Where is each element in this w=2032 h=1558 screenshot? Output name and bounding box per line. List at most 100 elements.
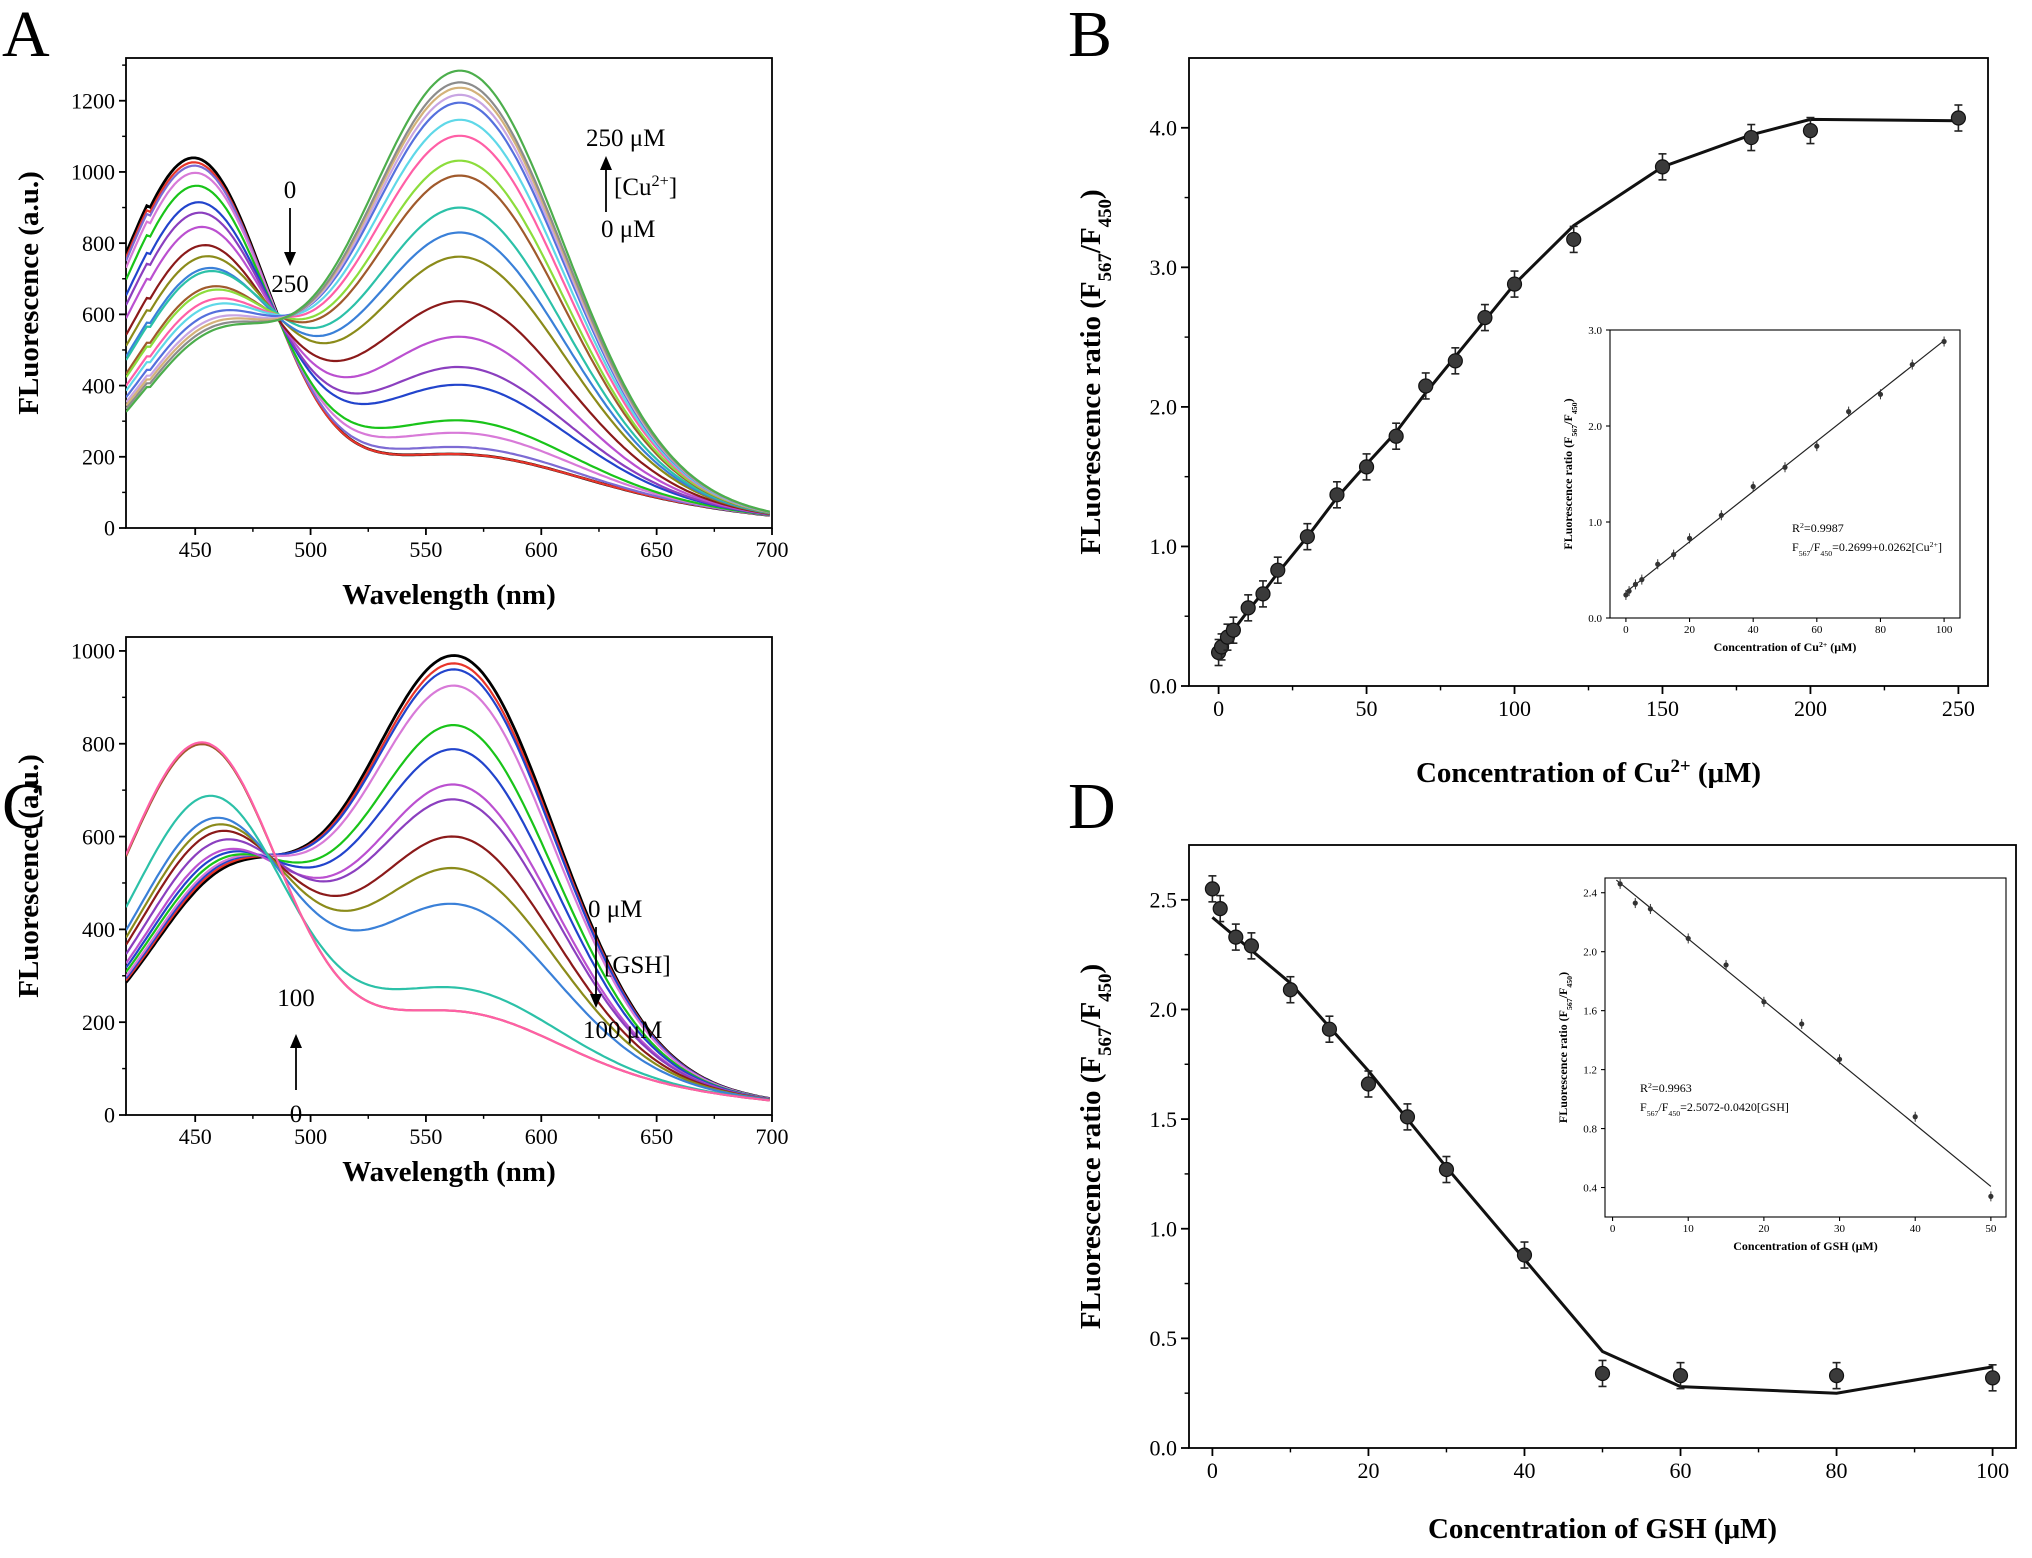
annotation-ion: [Cu2+]: [614, 172, 677, 201]
x-axis-title: Concentration of Cu2+ (μM): [1416, 756, 1761, 790]
x-tick-label: 500: [294, 1124, 327, 1149]
spectrum-line: [126, 816, 770, 1101]
x-tick-label: 0: [1623, 624, 1629, 636]
spectrum-line: [126, 668, 770, 1100]
x-tick-label: 100: [1936, 624, 1953, 636]
annotation-min: 0 μM: [601, 216, 655, 243]
y-tick-label: 3.0: [1588, 325, 1602, 337]
inset-r2: R2=0.9987: [1792, 521, 1844, 536]
inset-fit-line: [1615, 879, 1992, 1187]
spectrum-line: [126, 231, 770, 515]
panel-d: 0 20 40 60 80 1000.00.51.01.52.02.5Concentrat…: [1075, 844, 2017, 1545]
x-tick-label: 40: [1513, 1458, 1535, 1483]
spectrum-line: [126, 184, 770, 517]
y-tick-label: 600: [82, 824, 115, 849]
data-point: [1240, 600, 1256, 616]
spectrum-line: [126, 134, 770, 514]
x-tick-label: 60: [1670, 1458, 1692, 1483]
data-point: [1282, 982, 1299, 998]
spectrum-line: [126, 211, 770, 516]
inset-x-axis-title: Concentration of Cu2+ (μM): [1714, 640, 1857, 655]
fit-line: [1211, 916, 1993, 1395]
x-tick-label: 700: [756, 1124, 789, 1149]
spectrum-line: [126, 741, 770, 1102]
x-tick-label: 650: [640, 537, 673, 562]
y-tick-label: 0.8: [1583, 1123, 1597, 1135]
y-tick-label: 1.2: [1583, 1064, 1597, 1076]
y-tick-label: 1.0: [1588, 517, 1602, 529]
x-tick-label: 20: [1357, 1458, 1379, 1483]
x-tick-label: 250: [1942, 696, 1975, 721]
x-tick-label: 50: [1985, 1223, 1997, 1235]
arrow-head: [600, 156, 612, 170]
spectrum-line: [126, 748, 770, 1101]
x-tick-label: 600: [525, 1124, 558, 1149]
y-tick-label: 1.0: [1150, 534, 1178, 559]
x-tick-label: 0: [1610, 1223, 1616, 1235]
spectrum-line: [126, 829, 770, 1101]
y-axis-title: FLuorescence (a.u.): [13, 754, 45, 998]
annotation-start: 0: [284, 177, 297, 204]
data-point: [1204, 881, 1221, 897]
spectrum-line: [126, 783, 770, 1101]
data-point: [1828, 1368, 1845, 1384]
x-tick-label: 100: [1498, 696, 1531, 721]
x-tick-label: 550: [409, 1124, 442, 1149]
annotation-reagent: [GSH]: [604, 952, 671, 979]
inset-equation: F567/F450=0.2699+0.0262[Cu2+]: [1792, 540, 1942, 558]
x-tick-label: 150: [1646, 696, 1679, 721]
data-point: [1447, 353, 1463, 369]
y-tick-label: 800: [82, 731, 115, 756]
y-tick-label: 3.0: [1150, 255, 1178, 280]
arrow-head: [284, 252, 296, 266]
spectrum-line: [126, 171, 770, 517]
data-point: [1594, 1365, 1611, 1382]
x-tick-label: 100: [1976, 1458, 2009, 1483]
data-point: [1360, 1076, 1377, 1092]
data-point: [1225, 622, 1241, 638]
inset-data-point: [1909, 361, 1915, 368]
x-tick-label: 550: [409, 537, 442, 562]
x-tick-label: 0: [1213, 696, 1224, 721]
data-point: [1228, 929, 1244, 945]
data-point: [1950, 110, 1967, 126]
y-tick-label: 1000: [71, 160, 115, 185]
data-point: [1243, 938, 1260, 954]
data-point: [1358, 459, 1375, 475]
inset-data-point: [1836, 1056, 1843, 1062]
y-axis-title: FLuorescence ratio (F567/F450): [1075, 964, 1116, 1329]
y-tick-label: 200: [82, 1010, 115, 1035]
y-tick-label: 0.0: [1588, 613, 1602, 625]
inset-x-axis-title: Concentration of GSH (μM): [1733, 1239, 1877, 1253]
spectrum-line: [126, 118, 770, 514]
inset-chart: 0 10 20 30 40 50 0.4 0.8 1.2 1.6 2.0 2.4 R2=0.9963 F5…: [1556, 877, 2007, 1253]
spectrum-line: [126, 164, 770, 517]
y-tick-label: 400: [82, 917, 115, 942]
data-point: [1329, 487, 1345, 503]
data-point: [1270, 562, 1286, 578]
data-point: [1654, 159, 1671, 175]
inset-chart: 0 20 40 60 80 100 0.0 1.0 2.0 3.0 R2=0.9987 F567/F4…: [1561, 325, 1961, 655]
data-point: [1255, 586, 1271, 602]
spectrum-line: [126, 742, 770, 1102]
annotation-top: 0 μM: [588, 896, 642, 923]
y-tick-label: 0: [104, 1103, 115, 1128]
inset-y-axis-title: FLuorescence ratio (F567/F450): [1556, 972, 1574, 1123]
spectrum-line: [126, 798, 770, 1101]
spectrum-line: [126, 225, 770, 516]
x-axis-title: Wavelength (nm): [342, 1156, 555, 1188]
panel-letter-c: C: [2, 770, 46, 843]
data-point: [1566, 231, 1582, 248]
plot-frame: [1604, 877, 2007, 1218]
data-point: [1743, 129, 1759, 146]
y-tick-label: 600: [82, 302, 115, 327]
inset-data-point: [1814, 443, 1820, 449]
panel-b: 0 50 100 150 200 2500.01.02.03.04.0Concentrat…: [1075, 57, 1989, 790]
spectrum-line: [126, 159, 770, 514]
spectrum-line: [126, 654, 770, 1100]
x-tick-label: 450: [179, 1124, 212, 1149]
annotation-max: 250 μM: [586, 125, 665, 152]
x-tick-label: 700: [756, 537, 789, 562]
inset-data-point: [1750, 483, 1756, 490]
x-tick-label: 20: [1684, 624, 1696, 636]
